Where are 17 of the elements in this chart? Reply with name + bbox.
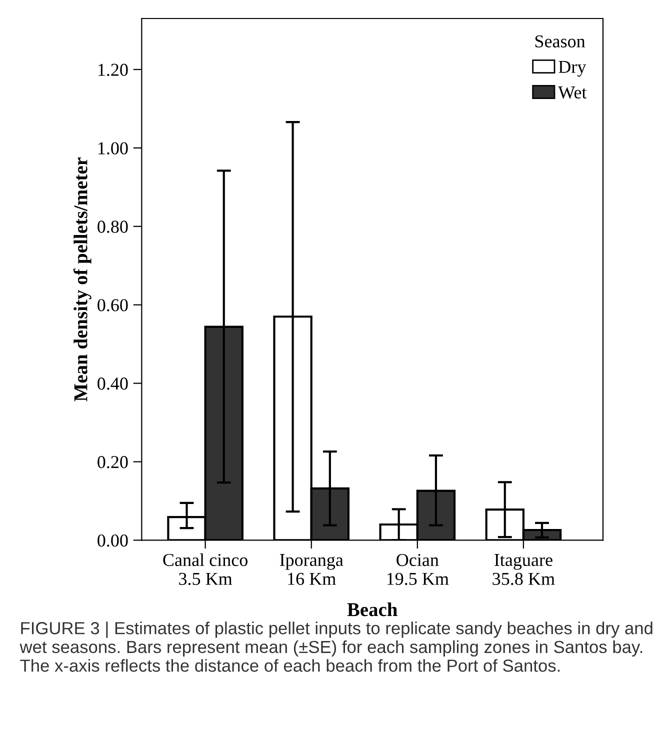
y-tick-label: 1.20 [98, 64, 128, 76]
x-tick-label: Canal cinco 3.5 Km [163, 553, 248, 586]
legend-label: Dry [558, 60, 586, 77]
y-axis-title: Mean density of pellets/meter [73, 157, 92, 402]
legend-label: Wet [558, 86, 587, 99]
caption: FIGURE 3 | Estimates of plastic pellet inputs to replicate sandy beaches in dry and wet seasons. Bars represent mean (±SE) for each sampling zones in Santos bay. The x-axis reflects the distance of each beach from the Port of Santos. [20, 622, 652, 672]
x-tick-label: Iporanga 16 Km [280, 554, 344, 585]
legend-title: Season [535, 35, 586, 48]
x-tick-label: Ocian 19.5 Km [387, 554, 449, 586]
x-axis-title: Beach [347, 602, 398, 616]
y-tick-label: 0.00 [98, 534, 128, 547]
y-tick-label: 0.20 [98, 456, 128, 468]
y-tick-label: 0.40 [98, 378, 128, 390]
y-tick-label: 0.60 [98, 299, 128, 312]
y-tick-label: 1.00 [98, 142, 128, 154]
y-tick-label: 0.80 [98, 220, 128, 233]
x-tick-label: Itaguare 35.8 Km [492, 554, 555, 586]
